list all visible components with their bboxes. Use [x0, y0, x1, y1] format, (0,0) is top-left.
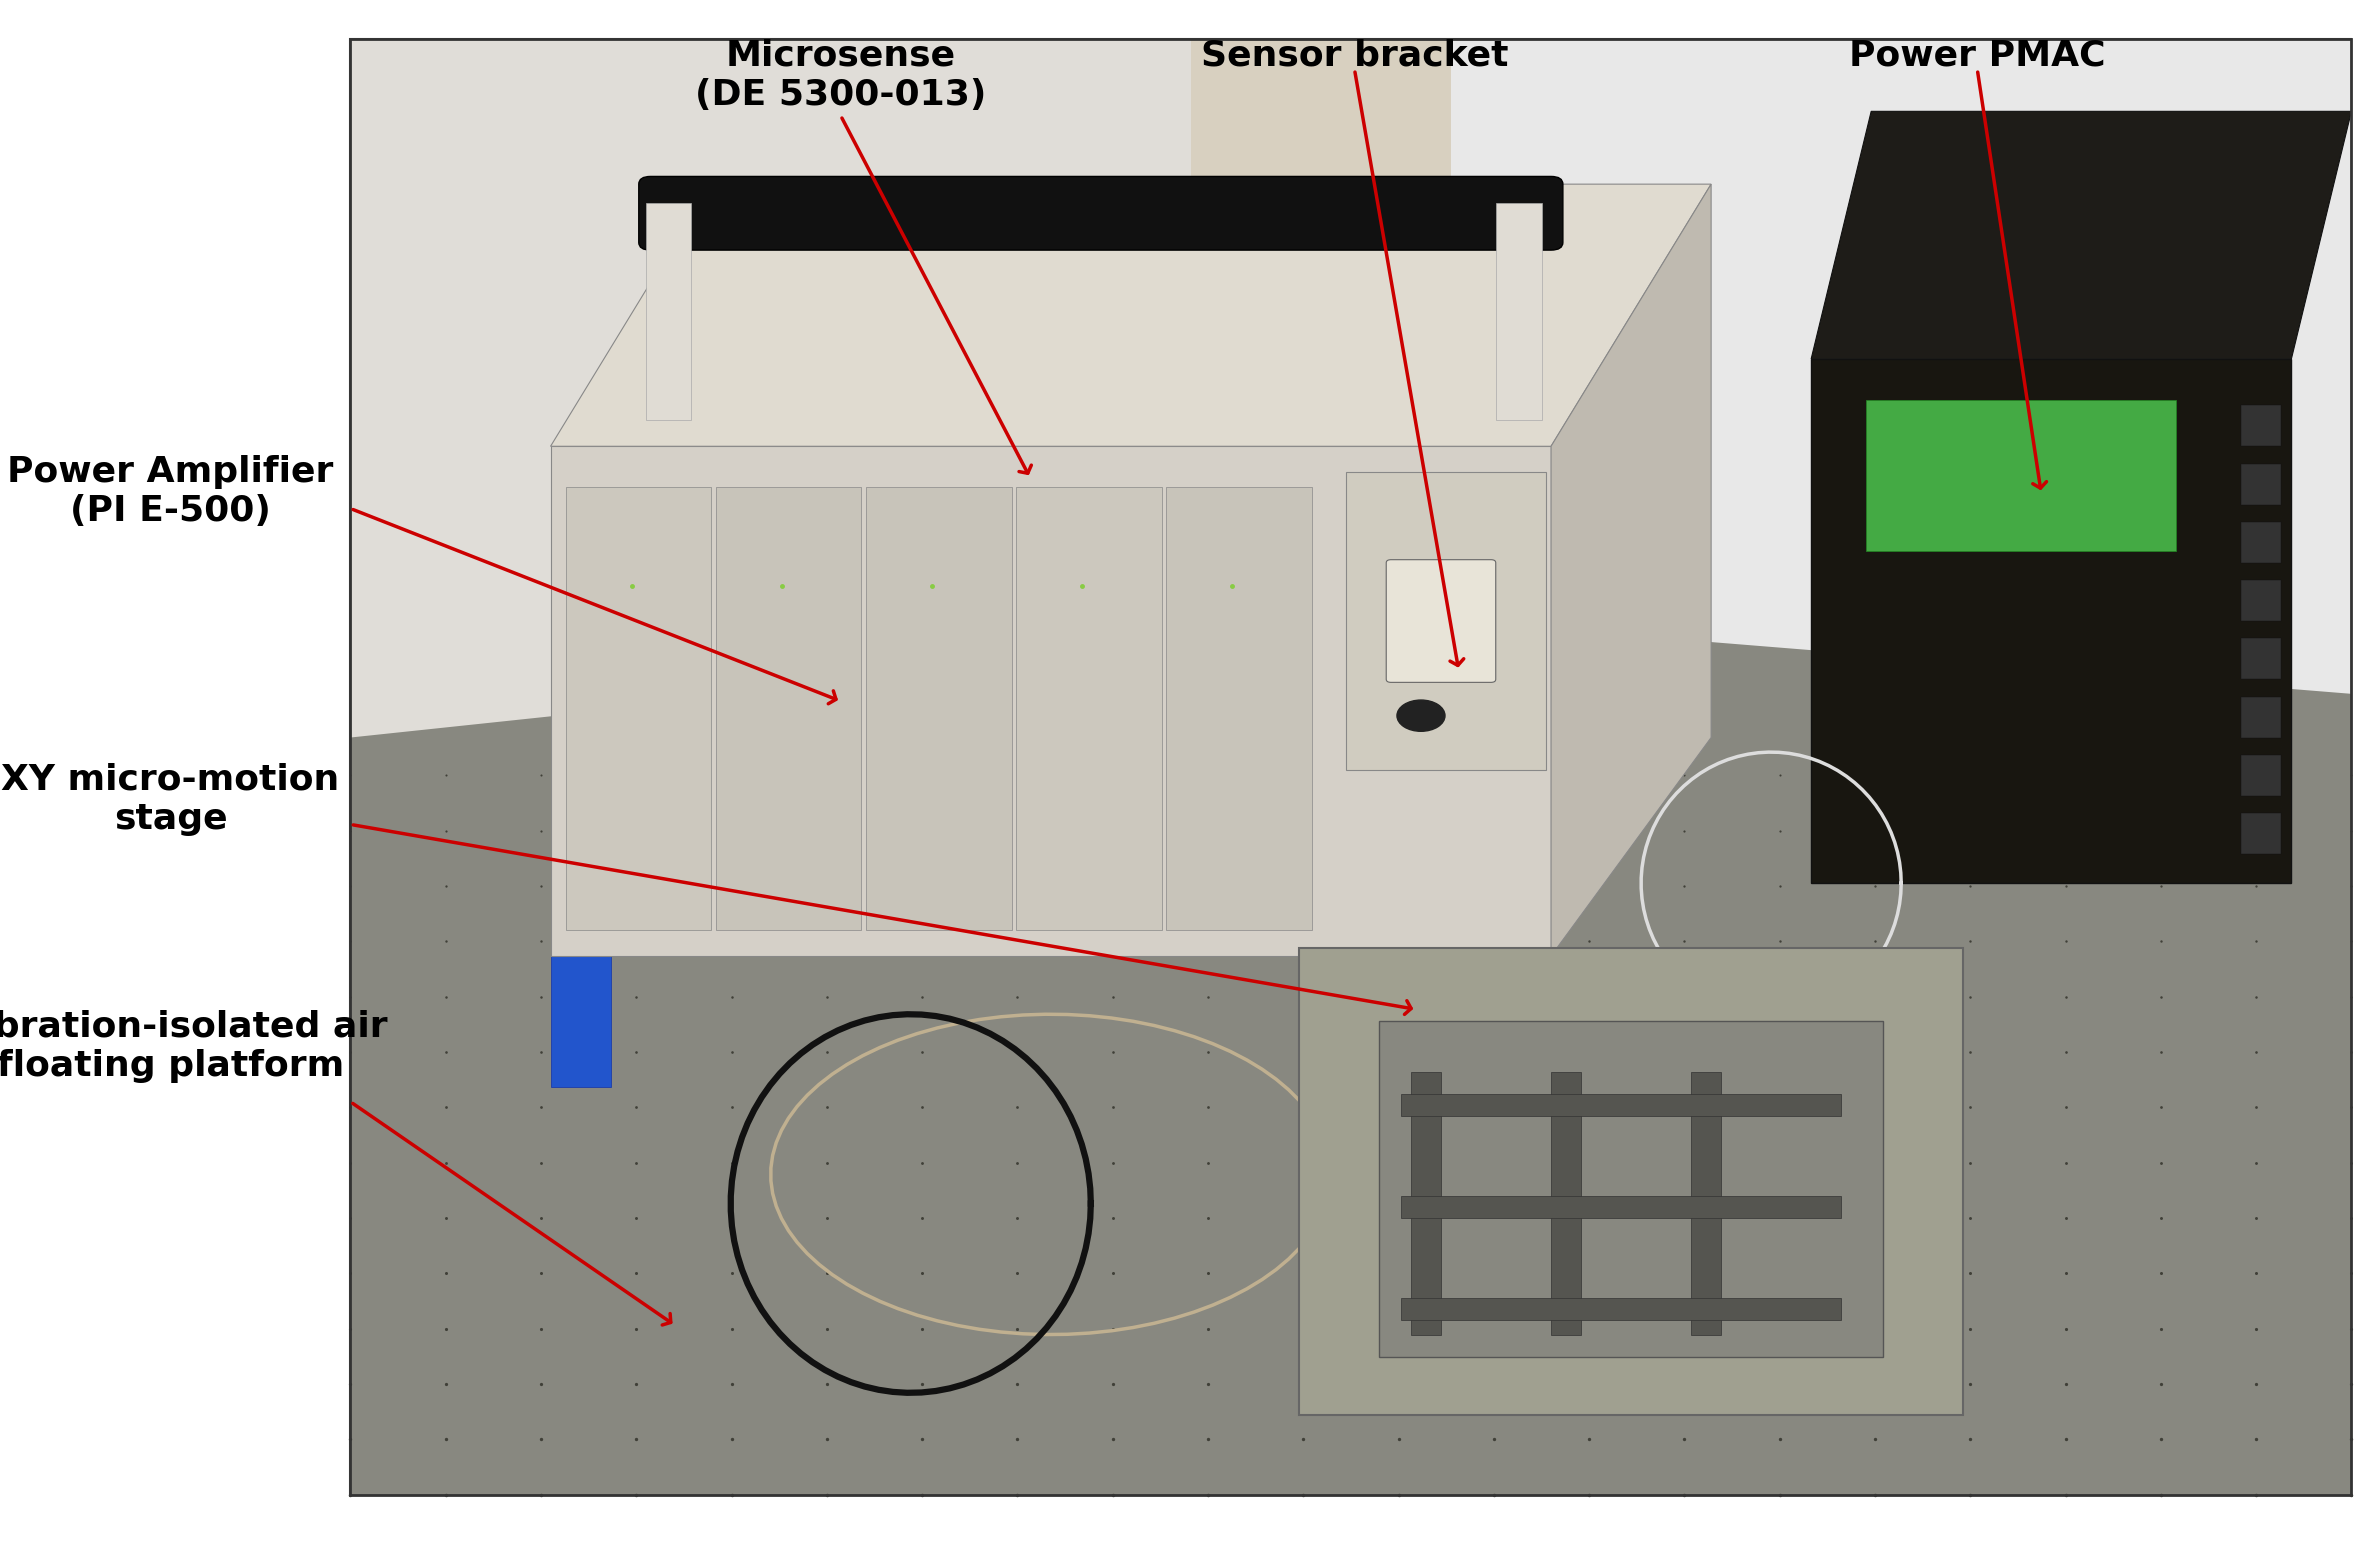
- Text: Sensor bracket: Sensor bracket: [1201, 39, 1508, 72]
- FancyBboxPatch shape: [549, 942, 611, 1086]
- FancyBboxPatch shape: [1165, 487, 1312, 929]
- FancyBboxPatch shape: [2242, 755, 2280, 795]
- Polygon shape: [1812, 359, 2292, 883]
- Polygon shape: [1551, 185, 1712, 955]
- FancyBboxPatch shape: [2242, 405, 2280, 447]
- FancyBboxPatch shape: [566, 487, 710, 929]
- Polygon shape: [350, 39, 1191, 840]
- Text: XY micro-motion
stage: XY micro-motion stage: [2, 763, 339, 837]
- FancyBboxPatch shape: [1691, 1073, 1722, 1335]
- Polygon shape: [549, 185, 1712, 447]
- Text: Power Amplifier
(PI E-500): Power Amplifier (PI E-500): [7, 455, 334, 529]
- FancyBboxPatch shape: [1492, 942, 1551, 1086]
- FancyBboxPatch shape: [1016, 487, 1163, 929]
- Text: Power PMAC: Power PMAC: [1849, 39, 2105, 72]
- FancyBboxPatch shape: [2242, 522, 2280, 562]
- FancyBboxPatch shape: [2242, 814, 2280, 854]
- Polygon shape: [549, 447, 1551, 955]
- FancyBboxPatch shape: [867, 487, 1011, 929]
- FancyBboxPatch shape: [1551, 1073, 1582, 1335]
- FancyBboxPatch shape: [1866, 399, 2176, 552]
- Text: Vibration-isolated air
floating platform: Vibration-isolated air floating platform: [0, 1009, 388, 1083]
- FancyBboxPatch shape: [1402, 1196, 1842, 1217]
- Polygon shape: [350, 621, 2351, 1495]
- FancyBboxPatch shape: [1300, 948, 1963, 1415]
- FancyBboxPatch shape: [1378, 1022, 1883, 1358]
- FancyBboxPatch shape: [639, 177, 1563, 250]
- Circle shape: [1397, 700, 1444, 732]
- FancyBboxPatch shape: [646, 203, 691, 421]
- FancyBboxPatch shape: [1385, 559, 1497, 683]
- FancyBboxPatch shape: [1411, 1073, 1442, 1335]
- FancyBboxPatch shape: [350, 39, 2351, 1495]
- FancyBboxPatch shape: [1497, 203, 1542, 421]
- FancyBboxPatch shape: [2242, 697, 2280, 738]
- FancyBboxPatch shape: [1347, 472, 1546, 770]
- FancyBboxPatch shape: [1402, 1094, 1842, 1116]
- FancyBboxPatch shape: [2242, 464, 2280, 504]
- FancyBboxPatch shape: [1402, 1298, 1842, 1321]
- FancyBboxPatch shape: [2242, 638, 2280, 680]
- Polygon shape: [1452, 39, 2351, 693]
- Polygon shape: [1812, 111, 2351, 359]
- FancyBboxPatch shape: [715, 487, 862, 929]
- Text: Microsense
(DE 5300-013): Microsense (DE 5300-013): [694, 39, 987, 112]
- FancyBboxPatch shape: [2242, 581, 2280, 621]
